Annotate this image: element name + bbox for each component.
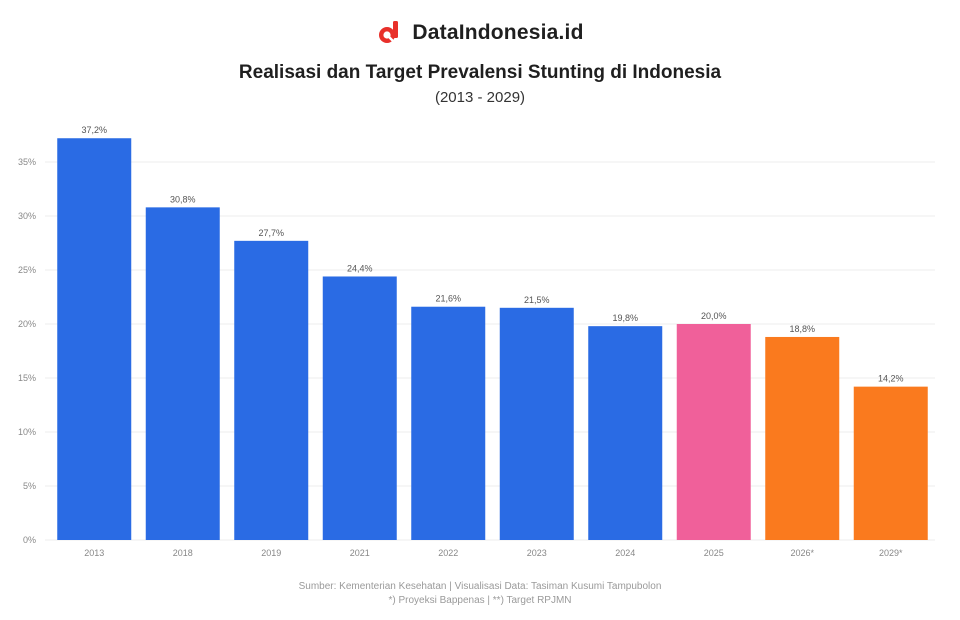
y-tick-label: 35% [18,157,36,167]
bar-value-label: 30,8% [170,194,196,204]
chart-subtitle: (2013 - 2029) [434,89,526,106]
x-tick-label: 2019 [261,548,281,558]
brand-name: DataIndonesia.id [412,21,584,44]
dataindonesia-logo-icon [379,21,399,44]
bar [145,207,220,541]
bar [765,336,840,540]
bar-value-label: 24,4% [347,263,373,273]
x-tick-label: 2022 [438,548,458,558]
y-tick-label: 20% [18,319,36,329]
y-tick-label: 25% [18,265,36,275]
bar [676,324,751,540]
bar-value-label: 14,2% [878,374,904,384]
chart-title: Realisasi dan Target Prevalensi Stunting… [238,62,722,83]
bar-value-label: 27,7% [258,228,284,238]
source-line: Sumber: Kementerian Kesehatan | Visualis… [298,581,662,592]
brand-header: DataIndonesia.id [0,20,960,46]
bar [499,307,574,540]
bar [234,240,309,540]
x-tick-label: 2021 [350,548,370,558]
bar-value-label: 21,6% [435,294,461,304]
x-tick-label: 2024 [615,548,635,558]
bar-value-label: 21,5% [524,295,550,305]
x-tick-label: 2026* [790,548,814,558]
bar-value-label: 18,8% [789,324,815,334]
bar-chart: 0% 5% 10% 15% 20% 25% 30% 35% 37,2% 2013 30,8% 2018… [18,125,935,558]
bar [411,306,486,540]
x-tick-label: 2029* [879,548,903,558]
bar [853,386,928,540]
x-tick-label: 2023 [527,548,547,558]
bar-value-label: 20,0% [701,311,727,321]
bar [588,326,663,540]
bar-value-label: 19,8% [612,313,638,323]
x-tick-label: 2025 [704,548,724,558]
y-tick-label: 0% [23,535,36,545]
x-tick-label: 2013 [84,548,104,558]
y-tick-label: 15% [18,373,36,383]
bar-value-label: 37,2% [81,125,107,135]
bar [322,276,397,540]
y-tick-label: 30% [18,211,36,221]
chart-source: Sumber: Kementerian Kesehatan | Visualis… [0,580,960,608]
x-tick-label: 2018 [173,548,193,558]
y-tick-label: 5% [23,481,36,491]
source-note: *) Proyeksi Bappenas | **) Target RPJMN [388,595,572,606]
bar [57,138,132,541]
y-tick-label: 10% [18,427,36,437]
